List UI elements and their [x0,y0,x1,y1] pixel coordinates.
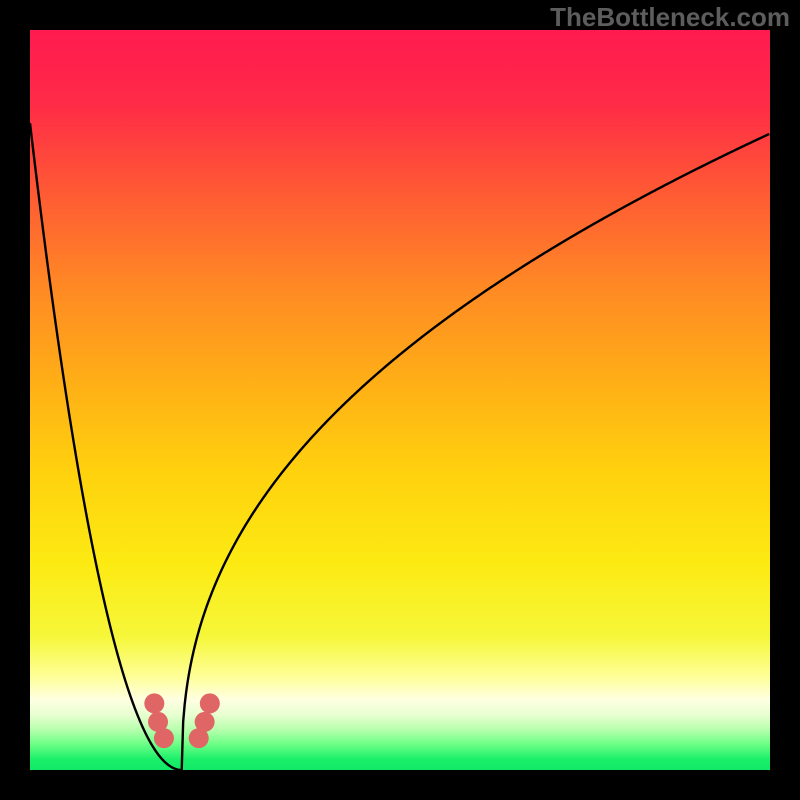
curve-marker [154,728,174,748]
plot-area [30,30,770,770]
curve-marker [144,693,164,713]
chart-background [30,30,770,770]
watermark-label: TheBottleneck.com [550,2,790,33]
chart-svg [30,30,770,770]
curve-marker [200,693,220,713]
curve-marker [195,712,215,732]
chart-frame [0,0,800,800]
